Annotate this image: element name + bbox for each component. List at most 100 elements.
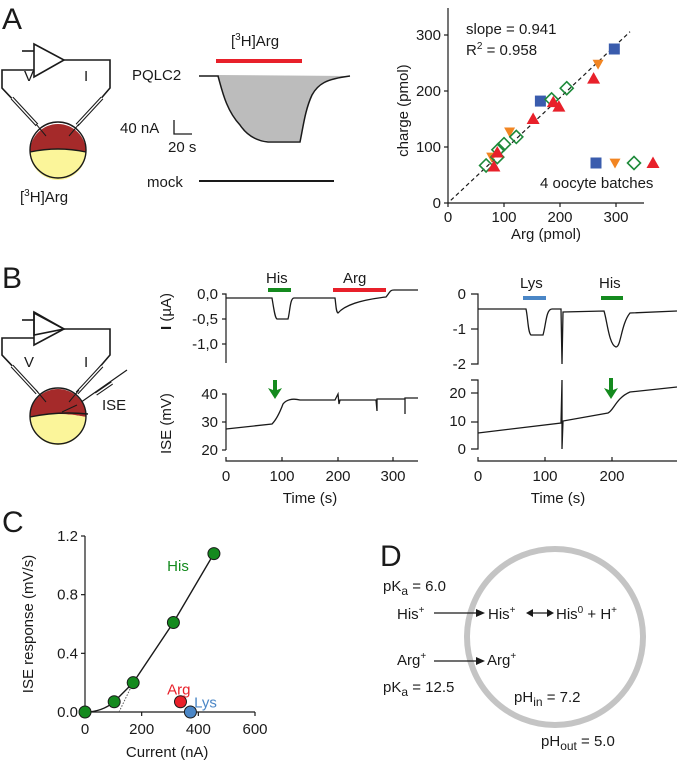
slope-annotation: slope = 0.941 xyxy=(466,21,557,38)
b-left-plots: His Arg 0,0 -0,5 -1,0 I (µA) 40 30 20 IS… xyxy=(158,270,418,507)
green-arrow-icon xyxy=(604,378,618,399)
y-tick-label: 100 xyxy=(416,139,441,156)
time-tick-right-0: 0 xyxy=(474,468,482,485)
x-tick-label: 0 xyxy=(81,721,89,738)
series-label-arg: Arg xyxy=(167,681,190,698)
data-point-triangle-down xyxy=(592,59,604,70)
application-bar-lys-right xyxy=(523,296,546,300)
v-electrode-label-a: V xyxy=(24,68,34,85)
ise-tick-right-1: 10 xyxy=(449,413,466,430)
oocyte-icon-b xyxy=(29,387,89,445)
oocyte-icon-a xyxy=(29,121,87,180)
application-bar-arg-left xyxy=(333,288,386,292)
time-tick-left-1: 100 xyxy=(269,468,294,485)
ise-tick-right-0: 20 xyxy=(449,385,466,402)
y-tick-label: 0.0 xyxy=(57,704,78,721)
ise-axis-label: ISE (mV) xyxy=(158,393,175,454)
data-point-arg xyxy=(173,695,187,709)
current-trace-right xyxy=(478,308,677,365)
scale-bar xyxy=(173,120,192,135)
trace-pqlc2 xyxy=(199,75,351,143)
b-right-plots: Lys His 0 -1 -2 20 10 0 0 100 200 Time (… xyxy=(449,275,677,507)
panel-label-a: A xyxy=(2,3,22,36)
arg-inside: Arg+ xyxy=(487,651,516,669)
trace-label-pqlc2: PQLC2 xyxy=(132,67,181,84)
data-point-his xyxy=(78,705,92,719)
y-tick-label: 0.8 xyxy=(57,587,78,604)
bar-label-arg-left: Arg xyxy=(343,270,366,287)
time-tick-left-2: 200 xyxy=(325,468,350,485)
ph-outside-label: pHout = 5.0 xyxy=(541,733,615,753)
x-tick-label: 0 xyxy=(444,209,452,226)
data-point-diamond-open xyxy=(508,129,524,145)
arg-transport-arrow xyxy=(434,657,485,665)
oocyte-clamp-schematic-a xyxy=(1,42,111,127)
data-point-his xyxy=(207,547,221,561)
i-tick-left-1: -0,5 xyxy=(192,311,218,328)
charge-area-fill xyxy=(218,75,350,141)
his-transport-arrow xyxy=(434,609,485,617)
time-tick-left-0: 0 xyxy=(222,468,230,485)
his-outside: His+ xyxy=(397,605,425,623)
legend-marker-triangle-up xyxy=(646,156,660,168)
x-tick-label: 600 xyxy=(242,721,267,738)
amplifier-icon xyxy=(33,42,66,79)
time-tick-right-2: 200 xyxy=(599,468,624,485)
ise-tick-right-2: 0 xyxy=(458,441,466,458)
y-tick-label: 300 xyxy=(416,27,441,44)
legend-marker-square xyxy=(590,157,602,169)
x-axis-label: Current (nA) xyxy=(126,744,209,761)
i-tick-left-0: 0,0 xyxy=(197,286,218,303)
his-pka-label: pKa = 6.0 xyxy=(383,578,446,598)
i-tick-right-0: 0 xyxy=(458,286,466,303)
x-axis-label: Arg (pmol) xyxy=(511,226,581,243)
data-point-triangle-down xyxy=(504,127,516,138)
i-axis-label: I (µA) xyxy=(158,293,175,330)
x-tick-label: 200 xyxy=(129,721,154,738)
oocyte-clamp-schematic-b xyxy=(1,310,128,406)
his-inside: His+ xyxy=(488,605,516,623)
scale-bar-time-label: 20 s xyxy=(168,139,196,156)
y-tick-label: 200 xyxy=(416,83,441,100)
series-label-his: His xyxy=(167,558,189,575)
ise-electrode-label: ISE xyxy=(102,397,126,414)
data-point-square xyxy=(608,43,620,55)
data-point-diamond-open xyxy=(496,136,512,152)
application-bar-his-right xyxy=(601,296,623,300)
data-point-lys xyxy=(183,705,197,719)
i-tick-right-1: -1 xyxy=(453,321,466,338)
v-electrode-label-b: V xyxy=(24,354,34,371)
r2-annotation: R2 = 0.958 xyxy=(466,41,537,59)
ise-trace-left xyxy=(225,391,418,430)
legend-marker-diamond-open xyxy=(626,155,642,171)
ph-inside-label: pHin = 7.2 xyxy=(514,689,580,709)
y-axis-label: charge (pmol) xyxy=(395,64,412,157)
data-point-triangle-up xyxy=(552,100,566,112)
equilibrium-arrow xyxy=(526,609,554,617)
data-point-his xyxy=(166,616,180,630)
x-tick-label: 200 xyxy=(547,209,572,226)
time-axis-label-left: Time (s) xyxy=(283,490,337,507)
vesicle-membrane-circle xyxy=(464,546,646,728)
x-tick-label: 400 xyxy=(186,721,211,738)
application-bar-his-left xyxy=(268,288,291,292)
arg-pka-label: pKa = 12.5 xyxy=(383,679,454,699)
line-chart-ise-response: 0 200 400 600 0.0 0.4 0.8 1.2 Current (nA) ISE re… xyxy=(20,528,268,761)
current-trace-left xyxy=(226,289,418,320)
his-fit-curve xyxy=(84,553,215,713)
arg-application-bar xyxy=(216,59,302,63)
ise-tick-left-2: 20 xyxy=(201,442,218,459)
y-tick-label: 0 xyxy=(433,195,441,212)
legend-label: 4 oocyte batches xyxy=(540,175,653,192)
i-tick-right-2: -2 xyxy=(453,356,466,373)
data-point-his xyxy=(107,695,121,709)
y-tick-label: 1.2 xyxy=(57,528,78,545)
arg-outside: Arg+ xyxy=(397,651,426,669)
time-tick-right-1: 100 xyxy=(532,468,557,485)
series-label-lys: Lys xyxy=(194,695,217,712)
data-point-his xyxy=(126,676,140,690)
schematic-caption-a: [3H]Arg xyxy=(20,188,68,206)
panel-label-b: B xyxy=(2,262,22,295)
bar-label-lys-right: Lys xyxy=(520,275,543,292)
